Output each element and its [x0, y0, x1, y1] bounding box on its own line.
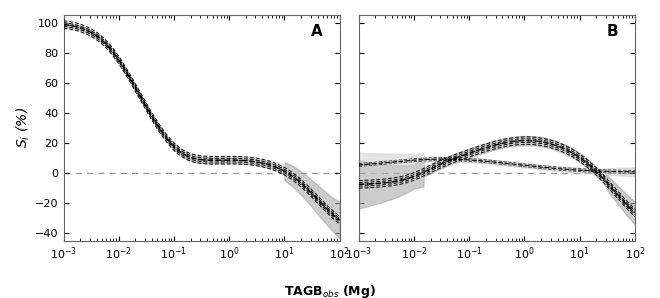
- Text: A: A: [312, 24, 323, 39]
- Text: TAGB$_{obs}$ (Mg): TAGB$_{obs}$ (Mg): [284, 283, 376, 298]
- Text: B: B: [607, 24, 618, 39]
- Y-axis label: S$_i$ (%): S$_i$ (%): [15, 107, 32, 148]
